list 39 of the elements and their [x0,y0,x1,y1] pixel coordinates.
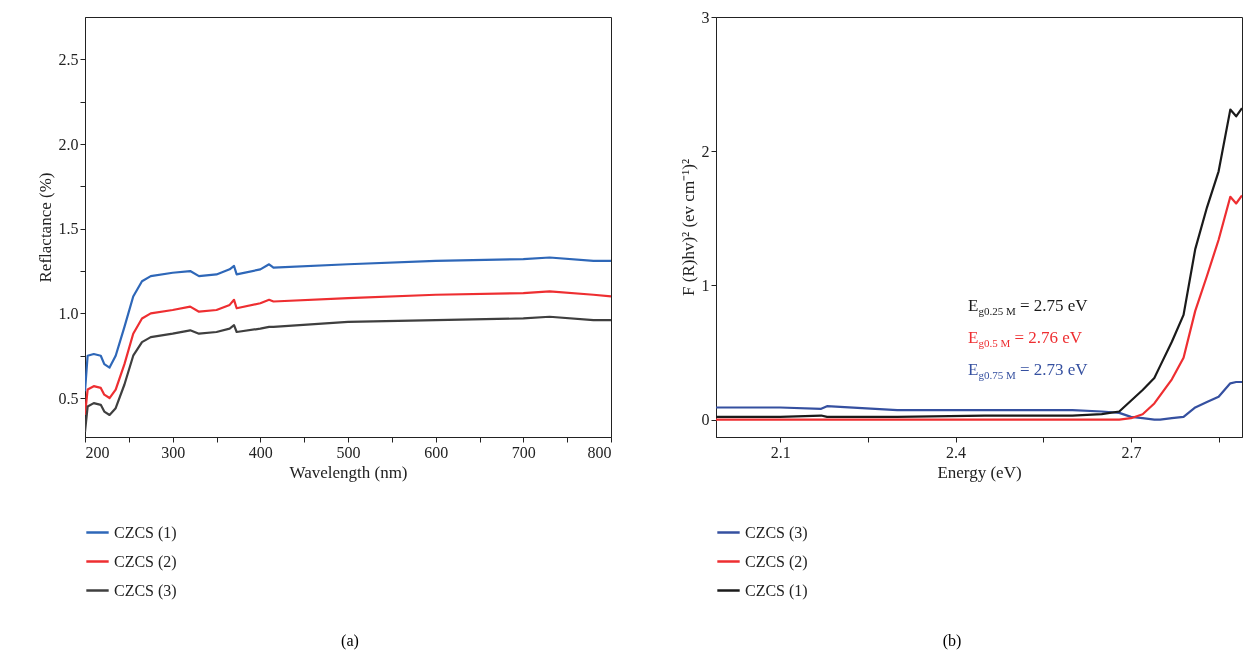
y-tick-label: 1 [701,276,710,294]
annotation: E$_{g0.75 M}$ = 2.73 eV [968,360,1088,382]
y-tick-label: 2.5 [58,50,79,68]
legend-label: CZCS (3) [745,523,808,542]
x-tick-label: 300 [161,443,186,461]
line-series [85,315,611,434]
y-axis-title: Reflactance (%) [35,172,55,283]
x-tick-label: 2.4 [946,443,967,461]
y-tick-label: 3 [701,8,710,26]
y-tick-label: 2.0 [58,135,79,153]
x-tick-label: 800 [587,443,612,461]
x-axis-title: Wavelength (nm) [289,462,408,482]
annotation: E$_{g0.25 M}$ = 2.75 eV [968,296,1088,318]
line-series [716,194,1242,421]
y-tick-label: 1.0 [58,304,79,322]
y-tick-label: 2 [701,142,710,160]
text: (b) [942,632,962,650]
x-tick-label: 2.7 [1121,443,1142,461]
annotation: E$_{g0.5 M}$ = 2.76 eV [968,328,1083,350]
text: (a) [341,632,359,650]
x-tick-label: 2.1 [770,443,791,461]
x-tick-label: 500 [336,443,361,461]
x-tick-label: 700 [511,443,536,461]
y-tick-label: 0 [701,411,710,429]
x-tick-label: 600 [424,443,449,461]
legend-label: CZCS (3) [114,581,177,600]
x-tick-label: 400 [248,443,273,461]
legend-label: CZCS (2) [745,552,808,571]
x-tick-label: 200 [85,443,110,461]
legend-label: CZCS (2) [114,552,177,571]
y-tick-label: 1.5 [58,220,79,238]
legend-label: CZCS (1) [114,523,177,542]
line-series [85,290,611,417]
legend-label: CZCS (1) [745,581,808,600]
y-axis-title: F (R)hv)² (ev cm⁻¹)² [678,159,698,296]
x-axis-title: Energy (eV) [937,462,1022,482]
line-series [716,380,1242,421]
line-series [85,256,611,393]
y-tick-label: 0.5 [58,389,79,407]
